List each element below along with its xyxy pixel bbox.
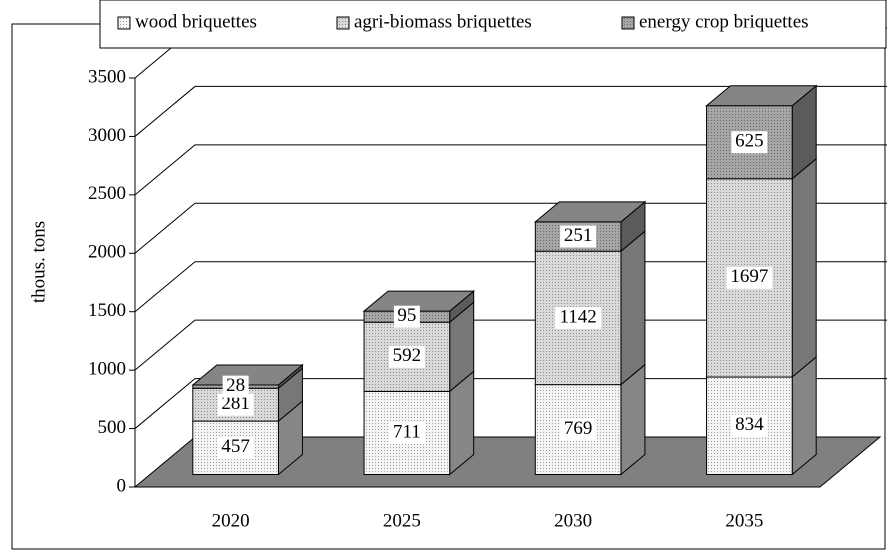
value-label-bg: [388, 345, 425, 368]
y-tick-label: 3000: [88, 125, 126, 146]
y-tick-label: 2500: [88, 183, 126, 204]
legend-label: energy crop briquettes: [639, 11, 809, 32]
y-tick-label: 1500: [88, 300, 126, 321]
value-label-bg: [217, 393, 254, 416]
grid-line: [134, 144, 887, 196]
legend-box: [99, 0, 887, 49]
bar-side: [791, 157, 817, 379]
value-label: 457: [221, 436, 250, 457]
value-label-bg: [388, 421, 425, 444]
value-label: 592: [393, 345, 422, 366]
legend-label: wood briquettes: [135, 11, 257, 32]
value-label: 769: [564, 418, 593, 439]
bar-segment: [534, 230, 646, 386]
value-label-bg: [217, 436, 254, 459]
value-label: 95: [397, 305, 416, 326]
bar-segment: [192, 400, 303, 476]
x-tick-label: 2020: [212, 510, 250, 531]
floor: [133, 436, 882, 488]
x-tick-label: 2025: [383, 510, 421, 531]
value-label: 28: [226, 375, 245, 396]
value-label-bg: [731, 414, 768, 437]
bar-side: [620, 230, 646, 386]
grid-line: [134, 378, 887, 429]
value-label: 711: [393, 421, 421, 442]
grid-line: [134, 85, 887, 137]
y-tick-label: 0: [117, 475, 127, 496]
value-label-bg: [560, 418, 597, 441]
grid-line: [134, 202, 887, 254]
grid-line: [134, 261, 887, 313]
legend-texture: [622, 17, 634, 29]
y-axis-label: thous. tons: [28, 221, 49, 303]
legend-texture: [337, 17, 349, 29]
value-label: 625: [735, 131, 764, 152]
y-tick-label: 2000: [88, 242, 126, 263]
value-label: 1697: [730, 266, 768, 287]
bar-top: [362, 290, 476, 312]
legend-label: agri-biomass briquettes: [354, 11, 532, 32]
x-tick-label: 2035: [725, 510, 763, 531]
value-label-bg: [731, 131, 768, 154]
value-label-bg: [726, 266, 773, 289]
value-label-bg: [222, 375, 249, 398]
value-label: 1142: [559, 306, 596, 327]
value-label-bg: [560, 225, 597, 248]
legend-texture: [118, 17, 130, 29]
value-label: 281: [221, 393, 250, 414]
bar-top: [533, 201, 647, 223]
value-label: 834: [735, 414, 764, 435]
y-tick-label: 3500: [88, 66, 126, 87]
y-tick-label: 1000: [88, 359, 126, 380]
grid-line: [134, 319, 887, 371]
value-label: 251: [564, 225, 593, 246]
y-tick-label: 500: [98, 417, 127, 438]
value-label-bg: [393, 305, 420, 328]
x-tick-label: 2030: [554, 510, 592, 531]
value-label-bg: [555, 306, 602, 329]
bar-top: [191, 364, 304, 386]
bar-segment: [534, 363, 646, 476]
bar-top: [705, 85, 818, 107]
